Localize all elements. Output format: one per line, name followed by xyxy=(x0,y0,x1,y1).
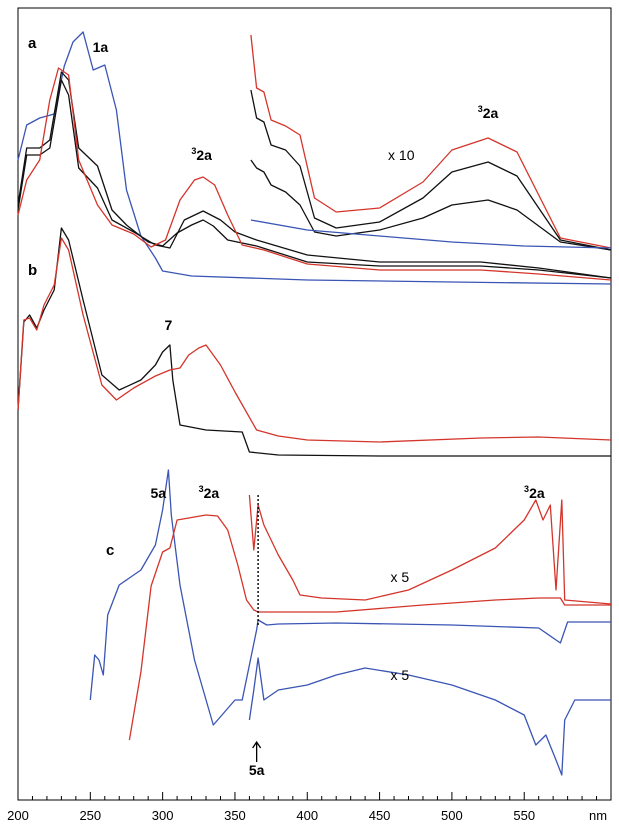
x-tick-label: 400 xyxy=(296,808,318,823)
annotation-x-5: x 5 xyxy=(390,569,409,585)
series-line-a-4 xyxy=(250,34,612,249)
annotation-2a: 32a xyxy=(524,484,545,501)
panel-label-a: a xyxy=(28,35,37,52)
series-line-a-2 xyxy=(17,79,612,279)
annotation-5a: 5a xyxy=(249,762,265,778)
series-line-c-0 xyxy=(89,469,611,726)
series-line-c-2 xyxy=(248,494,612,605)
x-tick-label: 200 xyxy=(7,808,29,823)
series-line-a-0 xyxy=(17,31,612,285)
panel-label-c: c xyxy=(106,542,114,559)
annotation-x-10: x 10 xyxy=(388,147,415,163)
series-line-c-1 xyxy=(128,514,611,741)
annotations-layer: 1a 32a 32a x 10 7 5a 32a 32a x 5 x 5 5a xyxy=(93,39,545,778)
series-line-c-3 xyxy=(248,657,611,776)
series-line-a-6 xyxy=(250,159,612,251)
x-axis-unit: nm xyxy=(589,808,607,823)
series-line-b-1 xyxy=(17,237,612,443)
x-tick-label: 550 xyxy=(513,808,535,823)
annotation-2a: 32a xyxy=(199,484,220,501)
x-tick-label: 250 xyxy=(79,808,101,823)
x-tick-label: 300 xyxy=(152,808,174,823)
series-line-a-3 xyxy=(17,67,612,281)
x-axis-ticks: 200 250 300 350 400 450 500 550 xyxy=(7,792,612,823)
annotation-5a: 5a xyxy=(151,485,167,501)
x-tick-label: 450 xyxy=(369,808,391,823)
annotation-7: 7 xyxy=(165,317,173,333)
series-line-a-5 xyxy=(250,89,612,251)
series-line-a-7 xyxy=(250,219,612,249)
series-line-a-1 xyxy=(17,71,612,279)
annotation-2a: 32a xyxy=(478,104,499,121)
annotation-1a: 1a xyxy=(93,39,109,55)
x-tick-label: 350 xyxy=(224,808,246,823)
annotation-x-5: x 5 xyxy=(390,667,409,683)
annotation-2a: 32a xyxy=(191,146,212,163)
plot-frame xyxy=(17,7,612,801)
arrow-up-icon xyxy=(252,740,262,762)
panel-label-b: b xyxy=(28,262,37,279)
series-layer xyxy=(17,31,612,776)
series-line-b-0 xyxy=(17,227,611,457)
x-tick-label: 500 xyxy=(441,808,463,823)
